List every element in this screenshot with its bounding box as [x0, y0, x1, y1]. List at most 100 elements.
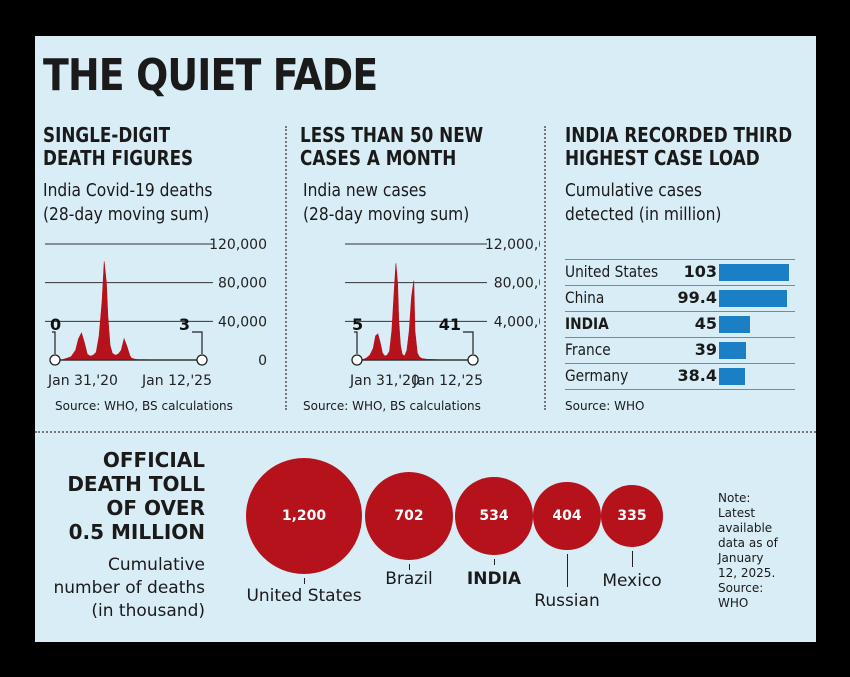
y-tick-label: 40,000: [218, 314, 267, 330]
deaths-source: Source: WHO, BS calculations: [55, 399, 233, 413]
deaths-subtitle-1: India Covid-19 deaths: [43, 180, 213, 201]
cumulative-bar-chart: United States 103 China 99.4 INDIA 45 France 39…: [565, 259, 795, 390]
bubble-value-label: 335: [617, 508, 647, 524]
x-tick-label: Jan 12,'25: [412, 373, 483, 389]
annotation-label: 41: [439, 315, 461, 334]
headline-line: 0.5 MILLION: [68, 520, 205, 544]
death-toll-bubble-chart: 1,200 United States 702 Brazil 534 INDIA 404 Ru…: [35, 36, 816, 642]
bubble-value-label: 404: [552, 508, 582, 524]
note-line: Note:: [718, 491, 751, 505]
bar-value-label: 38.4: [677, 366, 717, 385]
note-line: 12, 2025.: [718, 566, 776, 580]
note-line: Latest: [718, 506, 756, 520]
bubble-category-label: INDIA: [466, 569, 522, 589]
bar: [719, 264, 789, 281]
bar-value-label: 99.4: [677, 288, 717, 307]
death-toll-headline: OFFICIAL DEATH TOLL OF OVER 0.5 MILLION: [47, 448, 205, 544]
endpoint-marker: [467, 354, 479, 366]
annotation-label: 0: [50, 315, 61, 334]
bubble-leader-line: [567, 553, 568, 587]
bubble-category-label: United States: [246, 586, 362, 606]
bar-row: United States 103: [565, 259, 795, 285]
bar: [719, 290, 787, 307]
bubble: [246, 458, 362, 574]
bar-category-label: United States: [565, 262, 659, 281]
divider-vertical-2: [544, 126, 546, 410]
subtitle-line: number of deaths: [53, 578, 205, 598]
bubble-category-label: Russian: [534, 591, 600, 611]
annotation-leader: [463, 331, 474, 354]
cases-subtitle-1: India new cases: [303, 180, 427, 201]
bubble-leader-line: [494, 558, 495, 565]
deaths-area-chart: 120,000 80,000 40,000 0 0 3 Jan 31,'20 Jan 12,'…: [45, 237, 267, 389]
cumulative-source: Source: WHO: [565, 399, 645, 413]
bubble-value-label: 702: [394, 508, 424, 524]
bar: [719, 368, 746, 385]
endpoint-marker: [49, 354, 61, 366]
subtitle-line: (in thousand): [91, 601, 205, 621]
deaths-heading-1: SINGLE-DIGIT: [43, 123, 171, 147]
bar-category-label: China: [565, 288, 605, 307]
headline-line: DEATH TOLL: [67, 472, 205, 496]
series-area: [356, 263, 473, 361]
bar-category-label: Germany: [565, 366, 629, 385]
bar-value-label: 103: [683, 262, 717, 281]
bubble-value-label: 1,200: [281, 508, 327, 524]
note-line: available: [718, 521, 773, 535]
bar-row: Germany 38.4: [565, 363, 795, 390]
bubble: [455, 477, 533, 555]
x-tick-label: Jan 31,'20: [349, 373, 420, 389]
note: Note: Latest available data as of Januar…: [718, 491, 778, 611]
bubble-category-label: Brazil: [385, 569, 433, 589]
bubble-leader-line: [409, 564, 410, 571]
bubble-category-label: Mexico: [602, 571, 662, 591]
cumulative-subtitle-1: Cumulative cases: [565, 180, 702, 201]
note-line: data as of: [718, 536, 778, 550]
cumulative-heading-2: HIGHEST CASE LOAD: [565, 146, 760, 170]
subtitle-line: Cumulative: [107, 555, 205, 575]
y-tick-label: 4,000,000: [494, 314, 540, 330]
headline-line: OFFICIAL: [102, 448, 205, 472]
cases-subtitle-2: (28-day moving sum): [303, 204, 470, 225]
bubble-leader-line: [304, 578, 305, 584]
y-tick-label: 80,00,000: [494, 276, 540, 292]
y-tick-label: 120,000: [209, 237, 267, 253]
cumulative-subtitle-2: detected (in million): [565, 204, 722, 225]
note-line: WHO: [718, 596, 749, 610]
x-tick-label: Jan 12,'25: [141, 373, 212, 389]
bubble-leader-line: [632, 550, 633, 567]
bar: [719, 342, 746, 359]
bubble: [601, 485, 663, 547]
headline-line: OF OVER: [106, 496, 205, 520]
deaths-heading-2: DEATH FIGURES: [43, 146, 194, 170]
cumulative-heading-1: INDIA RECORDED THIRD: [565, 123, 793, 147]
divider-horizontal: [35, 431, 816, 433]
y-tick-label: 0: [258, 353, 267, 369]
bar-row: France 39: [565, 337, 795, 363]
bar-value-label: 45: [694, 314, 717, 333]
bubble: [533, 482, 601, 550]
annotation-leader: [52, 331, 56, 354]
x-tick-label: Jan 31,'20: [47, 373, 118, 389]
y-tick-label: 80,000: [218, 276, 267, 292]
bar-category-label: France: [565, 340, 611, 359]
bar-row: INDIA 45: [565, 311, 795, 337]
cases-heading-1: LESS THAN 50 NEW: [300, 123, 484, 147]
bar: [719, 316, 750, 333]
page-title: THE QUIET FADE: [43, 50, 378, 101]
bar-category-label: INDIA: [565, 314, 609, 333]
cases-heading-2: CASES A MONTH: [300, 146, 457, 170]
bar-value-label: 39: [694, 340, 717, 359]
annotation-leader: [354, 331, 358, 354]
deaths-subtitle-2: (28-day moving sum): [43, 204, 210, 225]
bubble: [364, 471, 454, 561]
death-toll-subtitle: Cumulative number of deaths (in thousand…: [47, 554, 205, 623]
y-tick-label: 12,000,000: [485, 237, 540, 253]
annotation-leader: [192, 331, 203, 354]
infographic-panel: THE QUIET FADE SINGLE-DIGIT DEATH FIGURE…: [35, 36, 816, 642]
annotation-label: 3: [179, 315, 190, 334]
note-line: Source:: [718, 581, 764, 595]
bar-row: China 99.4: [565, 285, 795, 311]
cases-source: Source: WHO, BS calculations: [303, 399, 481, 413]
